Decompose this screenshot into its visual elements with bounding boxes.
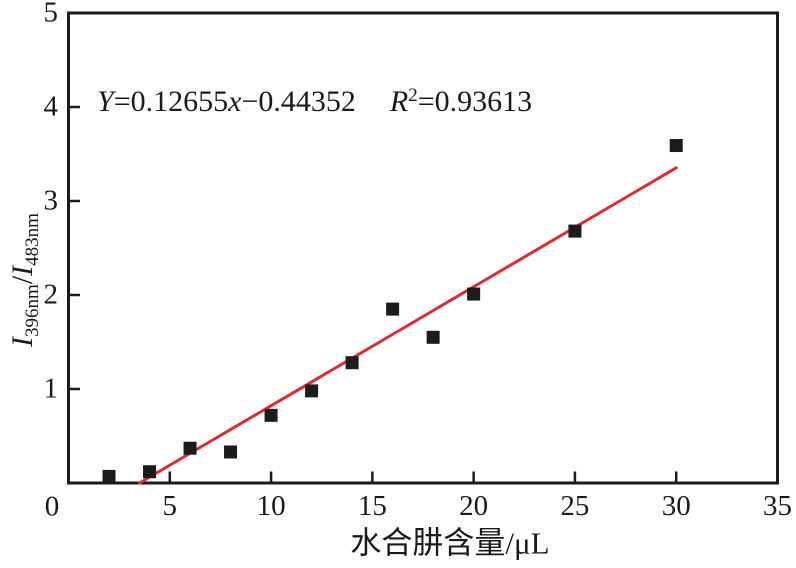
r-squared-value: R2=0.93613 [390,85,532,118]
data-point [345,356,359,370]
fit-line [138,166,678,485]
y-tick-label: 3 [43,184,59,217]
x-axis-title: 水合肼含量/μL [350,525,550,561]
data-point [102,469,116,483]
x-tick-label: 10 [256,490,286,522]
data-point [386,302,400,316]
data-point [568,224,582,238]
x-tick-label: 30 [661,490,691,522]
data-point [426,330,440,344]
plot-frame [67,11,779,485]
r-exponent: 2 [408,85,418,106]
data-point [305,384,319,398]
data-point [669,139,683,153]
r-variable: R [389,85,409,118]
y-tick-label: 4 [43,90,59,123]
equation-slope: =0.12655 [113,85,229,118]
fit-equation-formula: Y=0.12655x−0.44352 [97,85,356,118]
data-point [467,287,481,301]
equation-y-variable: Y [97,85,114,118]
y-title-symbol-1: I [6,336,39,347]
y-title-subscript-1: 396nm [22,284,43,337]
y-tick-label: 1 [43,372,59,405]
x-tick-label: 5 [162,490,178,522]
data-point [264,408,278,422]
y-tick-label: 5 [43,0,59,29]
data-point [224,445,238,459]
x-tick-label: 20 [459,490,489,522]
equation-intercept: −0.44352 [241,85,356,118]
origin-tick-label: 0 [44,490,60,523]
y-tick-label: 2 [43,278,59,311]
data-point [143,465,157,479]
y-title-divider: / [6,275,39,285]
y-title-symbol-2: I [6,265,39,276]
r-value: =0.93613 [417,85,533,118]
fit-equation: Y=0.12655x−0.44352 R2=0.93613 [97,85,532,118]
x-tick-label: 25 [560,490,590,522]
y-axis-title: I396nm/I483nm [6,213,43,347]
y-title-subscript-2: 483nm [22,213,43,266]
x-tick-label: 15 [357,490,387,522]
data-point [183,441,197,455]
x-tick-label: 35 [763,490,792,522]
equation-x-variable: x [228,85,242,118]
